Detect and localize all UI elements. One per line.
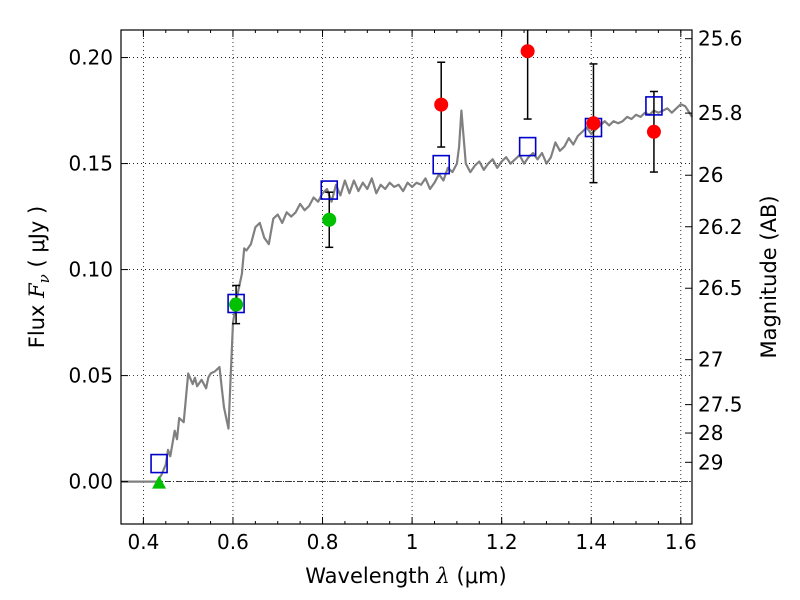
y-tick-labels: 0.00 0.05 0.10 0.15 0.20 [68, 46, 113, 494]
y-axis-title-unit: μJy [25, 221, 49, 253]
y-axis-title-unit-close: ) [25, 206, 49, 221]
x-tick-label-4: 1.2 [486, 530, 518, 554]
mag-tick-label-6: 27.5 [698, 393, 743, 417]
x-tick-label-6: 1.6 [665, 530, 697, 554]
y-tick-label-0: 0.00 [68, 470, 113, 494]
mag-tick-label-2: 26 [698, 163, 723, 187]
model-box-0 [150, 453, 168, 474]
y-axis-title: Flux Fν ( μJy ) [25, 206, 53, 348]
mag-tick-label-1: 25.8 [698, 101, 743, 125]
x-tick-label-0: 0.4 [127, 530, 159, 554]
x-axis-title-unit: μm [465, 564, 499, 588]
x-tick-labels: 0.4 0.6 0.8 1 1.2 1.4 1.6 [127, 530, 696, 554]
mag-tick-label-3: 26.2 [698, 215, 743, 239]
y-tick-label-3: 0.15 [68, 152, 113, 176]
x-tick-label-1: 0.6 [217, 530, 249, 554]
grid-lines [121, 30, 692, 524]
magnitude-tick-labels: 25.6 25.8 26 26.2 26.5 27 27.5 28 29 [698, 27, 743, 475]
x-axis-title-symbol: λ [436, 564, 450, 588]
y-axis-title-sub: ν [35, 274, 53, 283]
green-point-1 [322, 212, 337, 227]
mag-tick-label-4: 26.5 [698, 276, 743, 300]
right-axis-title: Magnitude (AB) [757, 195, 781, 358]
y-tick-label-4: 0.20 [68, 46, 113, 70]
model-spectrum [121, 103, 693, 483]
mag-tick-label-8: 29 [698, 450, 723, 474]
red-point-3 [646, 124, 661, 139]
mag-tick-label-5: 27 [698, 348, 723, 372]
plot-frame [120, 29, 693, 525]
x-axis-title-unit-close: ) [499, 564, 507, 588]
red-point-2 [586, 116, 601, 131]
x-axis-title: Wavelength λ (μm) [305, 564, 506, 588]
green-point-0 [229, 297, 244, 312]
red-point-0 [434, 97, 449, 112]
model-box-4 [518, 136, 537, 157]
model-box-3 [432, 154, 451, 175]
data-markers [150, 44, 663, 489]
y-axis-title-symbol: F [25, 282, 49, 299]
y-axis-title-unit-open: ( [25, 253, 49, 275]
y-tick-label-1: 0.05 [68, 364, 113, 388]
axis-ticks [120, 30, 692, 524]
red-point-1 [520, 44, 535, 59]
green-upper-limit-triangle [152, 475, 167, 489]
model-box-6 [645, 96, 663, 116]
model-box-2 [320, 180, 339, 200]
x-axis-title-prefix: Wavelength [305, 564, 436, 588]
x-axis-title-unit-open: ( [450, 564, 465, 588]
mag-tick-label-0: 25.6 [698, 27, 743, 51]
y-axis-title-prefix: Flux [25, 298, 49, 348]
mag-tick-label-7: 28 [698, 421, 723, 445]
x-tick-label-3: 1 [406, 530, 419, 554]
x-tick-label-2: 0.8 [307, 530, 339, 554]
x-tick-label-5: 1.4 [575, 530, 607, 554]
y-tick-label-2: 0.10 [68, 258, 113, 282]
model-spectrum-line [121, 103, 693, 483]
model-box-1 [227, 293, 245, 314]
